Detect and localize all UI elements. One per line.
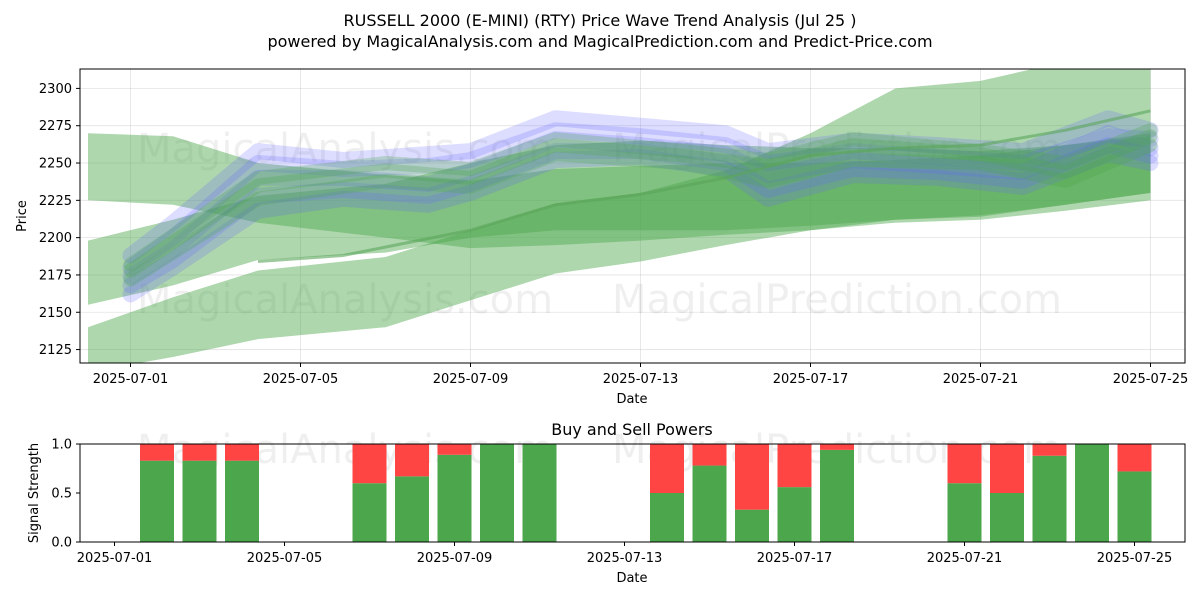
buy-bar-13 bbox=[947, 483, 982, 542]
price-y-tick-label-5: 2250 bbox=[39, 157, 72, 172]
chart-title: RUSSELL 2000 (E-MINI) (RTY) Price Wave T… bbox=[343, 11, 856, 30]
watermark-4: MagicalPrediction.com bbox=[612, 277, 1062, 323]
sell-bar-1 bbox=[182, 444, 217, 461]
signal-y-tick-label-0: 0.0 bbox=[51, 536, 72, 551]
sell-bar-12 bbox=[820, 444, 854, 450]
sell-bar-11 bbox=[777, 444, 812, 488]
price-y-tick-label-2: 2175 bbox=[39, 268, 72, 283]
price-y-label: Price bbox=[15, 200, 30, 232]
buy-bar-8 bbox=[650, 493, 684, 542]
price-x-tick-label-5: 2025-07-21 bbox=[943, 372, 1019, 387]
signal-y-label: Signal Strength bbox=[27, 443, 42, 543]
green-wave-2 bbox=[123, 123, 1158, 272]
price-y-tick-label-3: 2200 bbox=[39, 231, 72, 246]
sell-bar-2 bbox=[225, 444, 259, 461]
signal-title: Buy and Sell Powers bbox=[551, 420, 713, 439]
signal-x-tick-label-2: 2025-07-09 bbox=[417, 551, 493, 566]
price-x-tick-label-0: 2025-07-01 bbox=[93, 372, 169, 387]
price-y-ticks: 2125 2150 2175 2200 2225 2250 2275 2300 bbox=[39, 82, 80, 358]
watermark-2: MagicalPrediction.com bbox=[612, 126, 1062, 172]
buy-bar-9 bbox=[692, 465, 727, 542]
price-y-tick-label-6: 2275 bbox=[39, 119, 72, 134]
price-grid bbox=[80, 69, 1185, 363]
buy-bar-11 bbox=[777, 487, 812, 542]
signal-marks bbox=[140, 444, 1152, 542]
buy-bar-14 bbox=[990, 493, 1024, 542]
chart-subtitle: powered by MagicalAnalysis.com and Magic… bbox=[267, 32, 932, 51]
buy-bar-7 bbox=[522, 444, 557, 542]
watermark-3: MagicalAnalysis.com bbox=[137, 277, 553, 323]
green-band-2 bbox=[88, 69, 1151, 363]
watermark-1: MagicalAnalysis.com bbox=[137, 126, 553, 172]
blue-wave-3 bbox=[122, 137, 1159, 294]
buy-bar-6 bbox=[480, 444, 514, 542]
signal-panel: Buy and Sell Powers MagicalAnalysis.com … bbox=[27, 420, 1186, 586]
sell-bar-14 bbox=[990, 444, 1024, 493]
price-x-tick-label-1: 2025-07-05 bbox=[263, 372, 339, 387]
green-band-0 bbox=[88, 133, 1151, 249]
signal-y-tick-label-1: 0.5 bbox=[51, 487, 72, 502]
price-panel: MagicalAnalysis.com MagicalPrediction.co… bbox=[15, 68, 1189, 407]
buy-bar-3 bbox=[352, 483, 387, 542]
price-y-tick-label-4: 2225 bbox=[39, 194, 72, 209]
buy-bar-16 bbox=[1075, 444, 1109, 542]
signal-x-ticks: 2025-07-01 2025-07-05 2025-07-09 2025-07-13… bbox=[77, 542, 1173, 566]
buy-bar-0 bbox=[140, 460, 174, 542]
price-x-tick-label-4: 2025-07-17 bbox=[773, 372, 849, 387]
signal-y-tick-label-2: 1.0 bbox=[51, 438, 72, 453]
buy-bar-15 bbox=[1032, 455, 1067, 542]
signal-x-tick-label-5: 2025-07-21 bbox=[927, 551, 1003, 566]
green-wave-1 bbox=[123, 138, 1158, 287]
price-y-tick-label-1: 2150 bbox=[39, 306, 72, 321]
sell-bar-3 bbox=[352, 444, 387, 484]
price-x-tick-label-6: 2025-07-25 bbox=[1113, 372, 1189, 387]
buy-bar-12 bbox=[820, 449, 854, 542]
price-x-ticks: 2025-07-01 2025-07-05 2025-07-09 2025-07-13… bbox=[93, 363, 1189, 387]
sell-bar-15 bbox=[1032, 444, 1067, 456]
blue-wave-1 bbox=[122, 122, 1159, 276]
buy-bar-1 bbox=[182, 460, 217, 542]
blue-wave-4 bbox=[122, 146, 1159, 303]
sell-bar-5 bbox=[437, 444, 472, 455]
price-plot-area bbox=[80, 69, 1185, 363]
price-x-tick-label-2: 2025-07-09 bbox=[433, 372, 509, 387]
signal-x-tick-label-0: 2025-07-01 bbox=[77, 551, 153, 566]
price-x-tick-label-3: 2025-07-13 bbox=[603, 372, 679, 387]
sell-bar-10 bbox=[735, 444, 769, 510]
buy-bar-5 bbox=[437, 454, 472, 542]
signal-x-tick-label-1: 2025-07-05 bbox=[247, 551, 323, 566]
sell-bar-0 bbox=[140, 444, 174, 461]
sell-bar-13 bbox=[947, 444, 982, 484]
signal-x-tick-label-6: 2025-07-25 bbox=[1097, 551, 1173, 566]
buy-bar-10 bbox=[735, 509, 769, 542]
price-marks bbox=[88, 69, 1159, 363]
sell-bar-4 bbox=[395, 444, 429, 477]
green-wave-0 bbox=[123, 129, 1158, 278]
buy-bar-2 bbox=[225, 460, 259, 542]
green-band-1 bbox=[88, 136, 1151, 305]
signal-x-tick-label-4: 2025-07-17 bbox=[757, 551, 833, 566]
signal-y-ticks: 0.0 0.5 1.0 bbox=[51, 438, 80, 551]
price-plot-frame bbox=[79, 68, 1186, 364]
price-y-tick-label-7: 2300 bbox=[39, 82, 72, 97]
sell-bar-8 bbox=[650, 444, 684, 493]
price-y-tick-label-0: 2125 bbox=[39, 343, 72, 358]
trend-line bbox=[257, 109, 1151, 263]
price-x-label: Date bbox=[616, 392, 647, 407]
sell-bar-9 bbox=[692, 444, 727, 466]
blue-wave-2 bbox=[122, 125, 1159, 285]
sell-bar-17 bbox=[1117, 444, 1152, 472]
buy-bar-4 bbox=[395, 476, 429, 542]
blue-wave-0 bbox=[122, 110, 1159, 264]
buy-bar-17 bbox=[1117, 471, 1152, 542]
signal-x-label: Date bbox=[616, 571, 647, 586]
signal-x-tick-label-3: 2025-07-13 bbox=[587, 551, 663, 566]
